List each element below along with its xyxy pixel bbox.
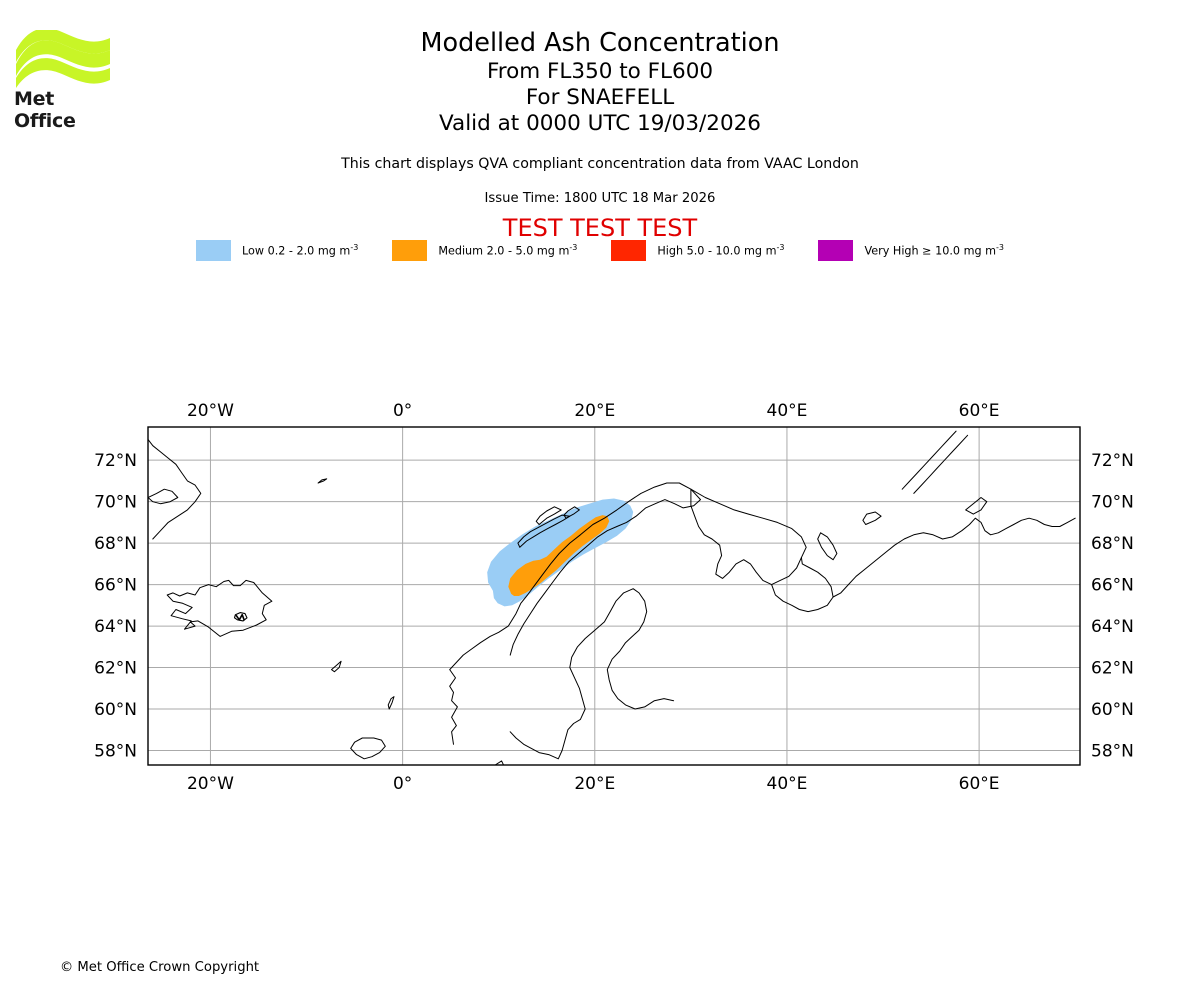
coastline-whitesea-south xyxy=(771,557,834,613)
met-office-logo: Met Office xyxy=(14,28,114,132)
coastline-vesteralen xyxy=(535,506,562,525)
lat-tick-left: 68°N xyxy=(94,534,137,554)
lat-tick-right: 60°N xyxy=(1091,700,1134,720)
coastline-novaya-zemlya-w xyxy=(901,430,957,490)
lon-tick-top: 0° xyxy=(393,401,412,421)
coastline-kola-whitesea xyxy=(690,488,807,586)
coastline-greenland-e xyxy=(148,438,202,540)
lat-tick-left: 64°N xyxy=(94,617,137,637)
coastline-russia-north xyxy=(832,517,1076,598)
ash-region-medium xyxy=(508,515,610,596)
concentration-legend: Low 0.2 - 2.0 mg m-3 Medium 2.0 - 5.0 mg … xyxy=(0,240,1200,261)
lon-tick-top: 60°E xyxy=(959,401,1000,421)
ash-concentration-map: 20°W 20°W 0° 0° 20°E 20°E 40°E 40°E 60°E 60°E 72°N… xyxy=(94,401,1134,794)
coastline-vaygach xyxy=(965,497,988,515)
coastlines-layer xyxy=(148,430,1076,765)
coastline-norway-west xyxy=(449,482,701,745)
legend-label-high: High 5.0 - 10.0 mg m-3 xyxy=(657,243,785,258)
coastline-senja xyxy=(563,506,580,519)
lat-tick-right: 66°N xyxy=(1091,576,1134,596)
lat-tick-right: 58°N xyxy=(1091,741,1134,761)
logo-wave-3 xyxy=(16,28,110,62)
coastline-kolguyev xyxy=(862,511,882,525)
map-container: 20°W 20°W 0° 0° 20°E 20°E 40°E 40°E 60°E 60°E 72°N… xyxy=(0,380,1200,810)
legend-item-high: High 5.0 - 10.0 mg m-3 xyxy=(611,240,784,261)
met-office-logo-waves xyxy=(16,28,110,88)
legend-swatch-high xyxy=(611,240,647,261)
coastline-greenland-fjord xyxy=(148,488,179,505)
coastline-novaya-zemlya-e xyxy=(913,434,969,494)
coastline-faroe xyxy=(331,660,342,673)
lat-tick-right: 68°N xyxy=(1091,534,1134,554)
chart-title-block: Modelled Ash Concentration From FL350 to… xyxy=(0,28,1200,137)
coastline-kanin xyxy=(817,532,838,561)
valid-time-line: Valid at 0000 UTC 19/03/2026 xyxy=(438,111,761,136)
test-banner: TEST TEST TEST xyxy=(502,214,698,242)
copyright-footer: © Met Office Crown Copyright xyxy=(60,960,260,975)
map-gridlines xyxy=(148,427,1080,765)
issue-time-label: Issue Time: 1800 UTC 18 Mar 2026 xyxy=(484,191,716,206)
legend-label-very-high: Very High ≥ 10.0 mg m-3 xyxy=(864,243,1005,258)
lat-tick-left: 58°N xyxy=(94,741,137,761)
iceland-glacier-marking xyxy=(233,612,248,622)
legend-label-low: Low 0.2 - 2.0 mg m-3 xyxy=(241,243,359,258)
legend-swatch-low xyxy=(195,240,231,261)
lat-tick-left: 60°N xyxy=(94,700,137,720)
lon-tick-bottom: 20°W xyxy=(187,774,234,794)
met-office-logo-text: Met Office xyxy=(14,88,76,132)
lon-tick-bottom: 40°E xyxy=(767,774,808,794)
lat-tick-right: 70°N xyxy=(1091,493,1134,513)
lon-tick-top: 20°E xyxy=(574,401,615,421)
lon-tick-bottom: 0° xyxy=(393,774,412,794)
iceland-glacier-detail xyxy=(235,613,245,621)
legend-swatch-very-high xyxy=(818,240,854,261)
volcano-line: For SNAEFELL xyxy=(525,85,675,110)
lat-tick-right: 64°N xyxy=(1091,617,1134,637)
lon-tick-bottom: 20°E xyxy=(574,774,615,794)
lon-tick-bottom: 60°E xyxy=(959,774,1000,794)
lon-tick-top: 20°W xyxy=(187,401,234,421)
map-plot-background xyxy=(148,427,1080,765)
coastline-denmark xyxy=(494,760,505,765)
logo-wave-1 xyxy=(16,40,110,76)
legend-item-medium: Medium 2.0 - 5.0 mg m-3 xyxy=(392,240,577,261)
legend-item-low: Low 0.2 - 2.0 mg m-3 xyxy=(195,240,359,261)
lat-tick-left: 72°N xyxy=(94,451,137,471)
coastline-scotland-ne xyxy=(350,737,386,760)
legend-label-medium: Medium 2.0 - 5.0 mg m-3 xyxy=(438,243,578,258)
lon-tick-top: 40°E xyxy=(767,401,808,421)
lat-tick-right: 72°N xyxy=(1091,451,1134,471)
chart-subtitle: This chart displays QVA compliant concen… xyxy=(341,156,859,172)
coastline-lofoten xyxy=(517,514,571,548)
coastline-shetland xyxy=(387,696,395,710)
lat-tick-left: 66°N xyxy=(94,576,137,596)
flight-level-line: From FL350 to FL600 xyxy=(486,59,714,84)
page-title: Modelled Ash Concentration xyxy=(420,28,780,58)
coastline-sweden-baltic xyxy=(509,588,675,760)
legend-item-very-high: Very High ≥ 10.0 mg m-3 xyxy=(818,240,1004,261)
logo-wave-2 xyxy=(16,58,110,88)
coastline-jan-mayen xyxy=(317,478,328,484)
map-axis-labels: 20°W 20°W 0° 0° 20°E 20°E 40°E 40°E 60°E 60°E 72°N… xyxy=(94,401,1134,794)
map-frame xyxy=(147,426,1081,766)
lat-tick-left: 70°N xyxy=(94,493,137,513)
lat-tick-right: 62°N xyxy=(1091,659,1134,679)
coastline-iceland xyxy=(166,579,273,637)
legend-swatch-medium xyxy=(392,240,428,261)
lat-tick-left: 62°N xyxy=(94,659,137,679)
